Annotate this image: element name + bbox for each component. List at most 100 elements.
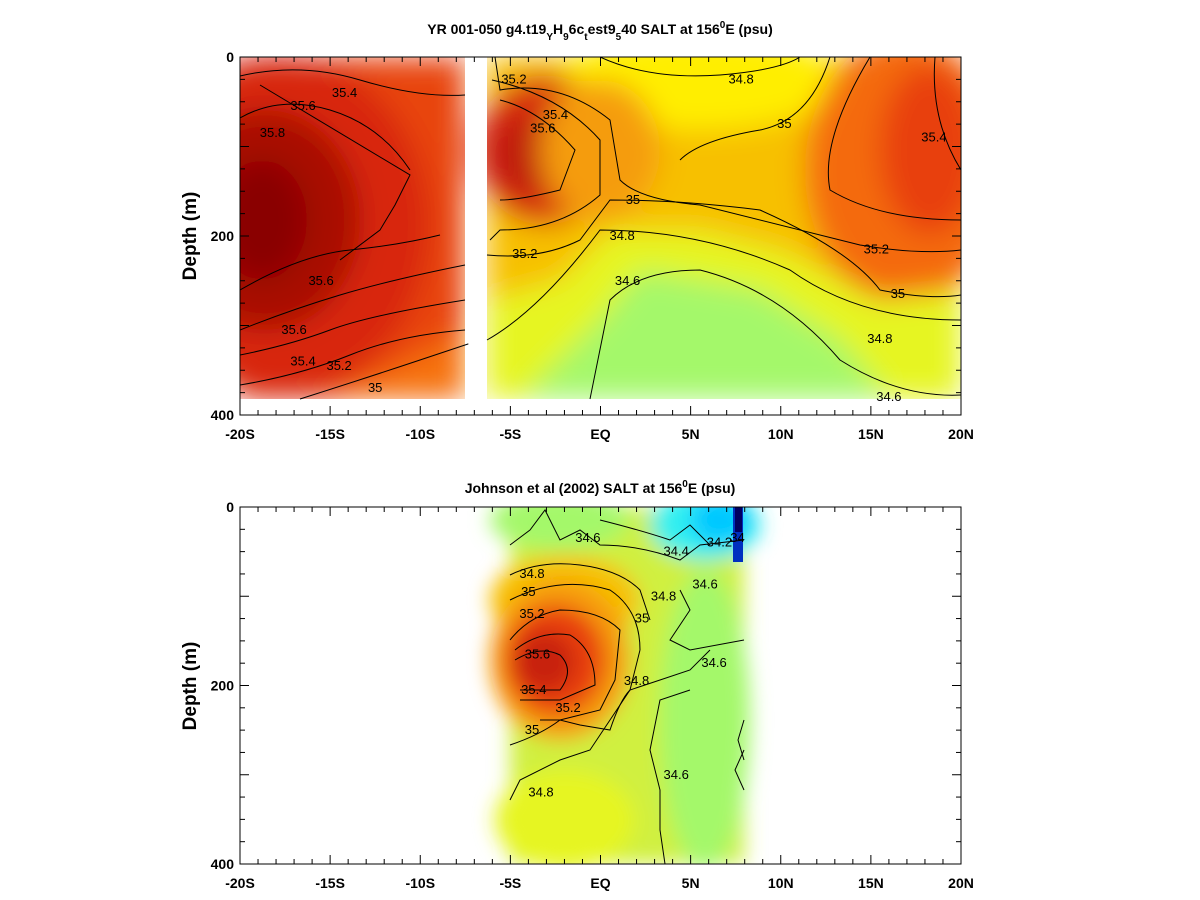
bottom-panel: Johnson et al (2002) SALT at 1560E (psu)… [180,479,974,891]
top-contour-label: 34.8 [867,331,892,346]
top-contour-label: 35 [368,380,382,395]
bottom-contour-label: 35.2 [519,606,544,621]
bot-contour-34-8 [509,563,651,621]
top-contour-35-6-south-b [259,84,411,261]
bottom-contour-label: 34.6 [692,577,717,592]
top-contour-label: 35.4 [543,107,568,122]
bottom-title: Johnson et al (2002) SALT at 1560E (psu) [465,479,736,496]
bot-contour-34-6-deep [649,689,691,864]
top-contour-34-8 [486,229,961,341]
top-contour-35-4-eq [489,79,601,241]
top-contour-deep-1 [240,234,441,291]
top-contour-deep-4 [240,329,466,386]
bottom-contour-label: 35 [521,584,535,599]
top-contour-35-north [679,57,831,161]
top-contour-label: 35.6 [530,121,555,136]
top-x-tick-label: 20N [948,426,974,442]
top-contour-label: 35 [891,286,905,301]
bot-contour-35-6 [514,650,568,691]
top-contour-deep-5 [299,343,469,400]
bot-contour-34-6-top [509,509,745,561]
top-contour-label: 35.2 [864,241,889,256]
top-contour-label: 35 [626,192,640,207]
bot-contour-35-deep [509,649,641,746]
top-x-tick-label: 5N [682,426,700,442]
bottom-blob-max [515,632,575,692]
bottom-contour-label: 35.2 [555,700,580,715]
top-blob-south-deep [240,160,307,280]
top-y-axis-label: Depth (m) [180,192,201,281]
bottom-y-axis-label: Depth (m) [180,642,201,731]
top-contour-label: 35.8 [260,125,285,140]
top-blob-south-lower [330,330,465,399]
top-missing-gap [465,57,487,415]
top-contour-lines [240,57,961,400]
bottom-x-tick-label: -20S [225,875,255,891]
bottom-contour-label: 34.8 [651,588,676,603]
top-contour-label: 35.4 [921,130,946,145]
bot-contour-34-4 [599,519,711,546]
top-contour-label: 35.2 [501,71,526,86]
top-contour-35-eq [486,199,961,298]
top-contour-label: 35.4 [332,85,357,100]
bot-contour-35-4 [514,633,596,701]
bot-contour-35-2 [509,609,621,721]
top-blob-north-core [880,65,961,235]
top-salinity-field: 35.435.635.835.635.635.4 35.23535.235.435… [240,57,961,415]
bottom-contour-label: 34 [730,530,744,545]
bottom-axis-ticks: -20S -15S -10S -5S EQ 5N 10N 15N 20N 0 200 400 [211,499,974,891]
top-blob-deep-green [520,270,890,399]
top-contour-label: 35.2 [326,358,351,373]
bottom-contour-label: 35.4 [521,682,546,697]
top-x-tick-label: 10N [768,426,794,442]
top-contour-label: 34.6 [615,273,640,288]
top-contour-35-4-north [933,57,961,171]
top-x-tick-label: -15S [315,426,345,442]
bottom-contour-label: 35 [525,722,539,737]
bottom-x-tick-label: -15S [315,875,345,891]
top-contour-35-2-eq [494,57,961,253]
top-contour-label: 34.8 [728,71,753,86]
bottom-y-tick-label: 200 [211,678,235,694]
top-contour-35-4-south [240,69,466,96]
top-contour-label: 35.2 [512,246,537,261]
top-contour-label: 34.6 [876,389,901,404]
bottom-contour-label: 34.6 [701,655,726,670]
bottom-x-tick-label: EQ [590,875,610,891]
bottom-x-tick-label: -5S [499,875,521,891]
bottom-contour-label: 35 [635,611,649,626]
bot-contour-34-6-east3 [734,749,745,791]
top-contour-34-8-surf [599,57,801,77]
bottom-y-tick-label: 0 [226,499,234,515]
top-contour-label: 35.6 [290,98,315,113]
bot-contour-34-6-east [669,589,745,651]
top-x-tick-label: EQ [590,426,610,442]
bottom-contour-label: 34.2 [707,535,732,550]
bottom-contour-label: 35.6 [525,646,550,661]
top-contour-deep-2 [240,264,466,331]
bottom-x-tick-label: 10N [768,875,794,891]
bottom-x-tick-label: 15N [858,875,884,891]
top-panel: YR 001-050 g4.t19YH96ctest9540 SALT at 1… [180,20,974,442]
top-x-tick-label: 15N [858,426,884,442]
top-contour-label: 35 [777,116,791,131]
top-x-tick-label: -5S [499,426,521,442]
bottom-x-tick-label: 5N [682,875,700,891]
bottom-fresh-column [733,507,743,562]
bottom-contour-label: 34.6 [575,530,600,545]
top-title: YR 001-050 g4.t19YH96ctest9540 SALT at 1… [427,20,773,43]
bottom-blob-east-green [660,570,750,864]
top-contour-label: 34.8 [609,228,634,243]
bottom-contour-label: 34.8 [624,673,649,688]
top-contour-34-6 [589,269,961,400]
top-x-tick-label: -10S [405,426,435,442]
bot-contour-34-8-deep [509,649,711,801]
top-contour-label: 35.6 [308,273,333,288]
bottom-contour-label: 34.8 [528,785,553,800]
top-contour-35-2-north [827,57,961,221]
bottom-contour-label: 34.8 [519,566,544,581]
bottom-fresh-column-top [735,507,742,532]
top-contour-label: 35.4 [290,353,315,368]
